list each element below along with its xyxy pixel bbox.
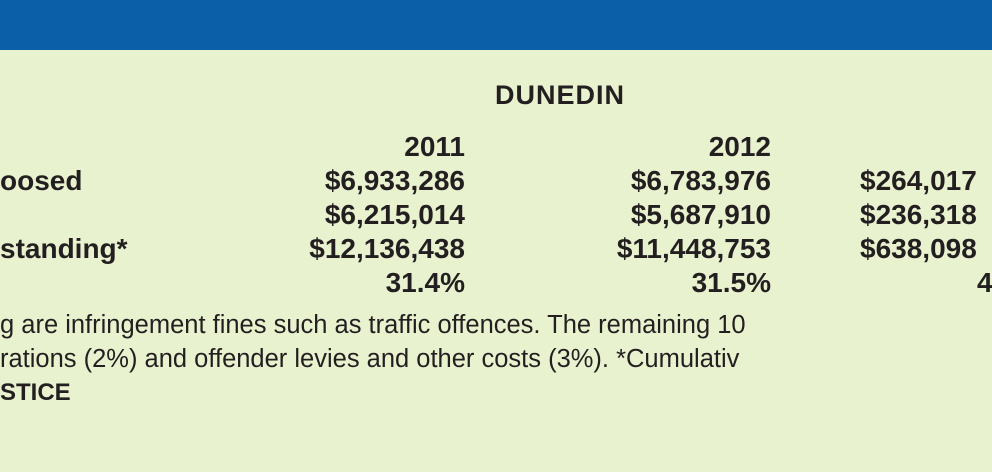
year-2011-header: 2011 [404, 131, 465, 162]
row-label-imposed: oosed [0, 165, 83, 196]
footnote-line-1: g are infringement fines such as traffic… [0, 311, 746, 339]
cell-collected-col3: $236,318 [860, 199, 977, 230]
cell-collected-2012: $5,687,910 [630, 199, 771, 230]
row-label-outstanding: standing* [0, 233, 128, 264]
cell-imposed-2012: $6,783,976 [630, 165, 771, 196]
cell-imposed-2011: $6,933,286 [324, 165, 465, 196]
year-2012-header: 2012 [708, 131, 771, 162]
cell-imposed-col3: $264,017 [860, 165, 977, 196]
cell-percent-2011: 31.4% [385, 267, 465, 298]
cell-outstanding-2011: $12,136,438 [309, 233, 465, 264]
cell-percent-col3: 4 [977, 267, 992, 298]
cell-outstanding-col3: $638,098 [860, 233, 977, 264]
header-band [0, 0, 992, 50]
cell-percent-2012: 31.5% [691, 267, 771, 298]
city-heading: DUNEDIN [494, 80, 626, 110]
cell-collected-2011: $6,215,014 [324, 199, 465, 230]
cell-outstanding-2012: $11,448,753 [616, 233, 771, 264]
source-credit: STICE [0, 379, 71, 406]
footnote-line-2: rations (2%) and offender levies and oth… [0, 345, 740, 373]
